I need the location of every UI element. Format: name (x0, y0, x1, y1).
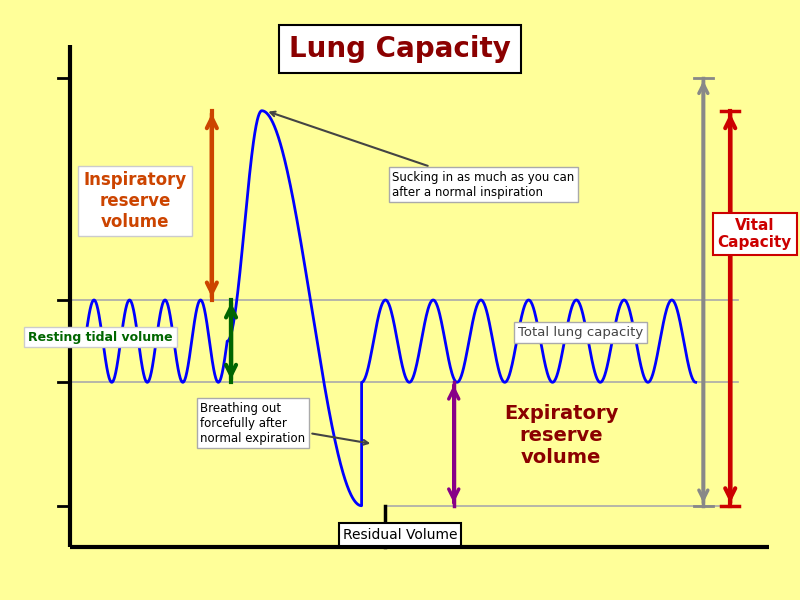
Text: Vital
Capacity: Vital Capacity (718, 218, 792, 250)
Text: Total lung capacity: Total lung capacity (518, 326, 643, 340)
Text: Breathing out
forcefully after
normal expiration: Breathing out forcefully after normal ex… (200, 402, 368, 445)
Text: Resting tidal volume: Resting tidal volume (28, 331, 173, 344)
Text: Residual Volume: Residual Volume (342, 527, 458, 542)
Text: Sucking in as much as you can
after a normal inspiration: Sucking in as much as you can after a no… (270, 112, 574, 199)
Text: Inspiratory
reserve
volume: Inspiratory reserve volume (83, 172, 186, 231)
Text: Expiratory
reserve
volume: Expiratory reserve volume (504, 404, 618, 467)
Text: Lung Capacity: Lung Capacity (289, 35, 511, 63)
